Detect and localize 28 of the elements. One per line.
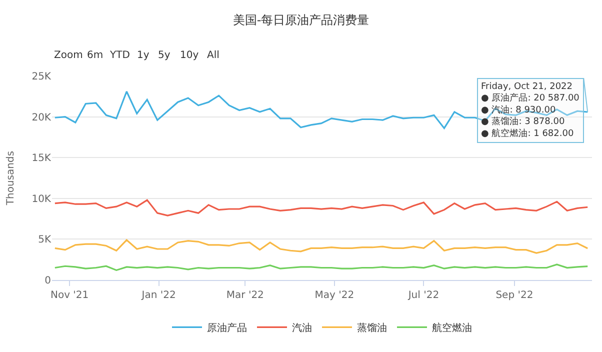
y-tick-label: 5K (38, 234, 52, 246)
text: 10y (180, 50, 199, 61)
y-tick-label: 20K (32, 112, 52, 124)
x-tick-label: Mar '22 (226, 290, 264, 301)
y-tick-label: 15K (32, 153, 52, 164)
line-series (54, 239, 588, 254)
line-series (54, 90, 588, 130)
text: Zoom (54, 50, 83, 61)
legend-label: 汽油 (292, 322, 312, 334)
x-tick-label: Sep '22 (496, 290, 534, 301)
x-tick-label: Nov '21 (50, 290, 89, 301)
y-tick-label: 10K (32, 194, 52, 205)
x-tick-label: Jul '22 (407, 290, 440, 301)
y-tick-label: 0 (44, 276, 51, 286)
y-tick-label: 25K (32, 72, 52, 82)
legend-label: 航空燃油 (432, 322, 472, 334)
text: 1y (137, 50, 150, 61)
text: YTD (109, 50, 130, 61)
x-tick-label: May '22 (314, 290, 354, 301)
legend-label: 原油产品 (207, 322, 247, 334)
text: All (207, 50, 220, 61)
chart-title: 美国-每日原油产品消费量 (232, 13, 370, 28)
x-tick-label: Jan '22 (140, 290, 176, 301)
text: 5y (158, 50, 170, 61)
text: 6m (87, 50, 104, 61)
y-axis-title: Thousands (6, 150, 17, 206)
legend-label: 蒸馏油 (357, 322, 387, 334)
line-series (54, 199, 588, 216)
